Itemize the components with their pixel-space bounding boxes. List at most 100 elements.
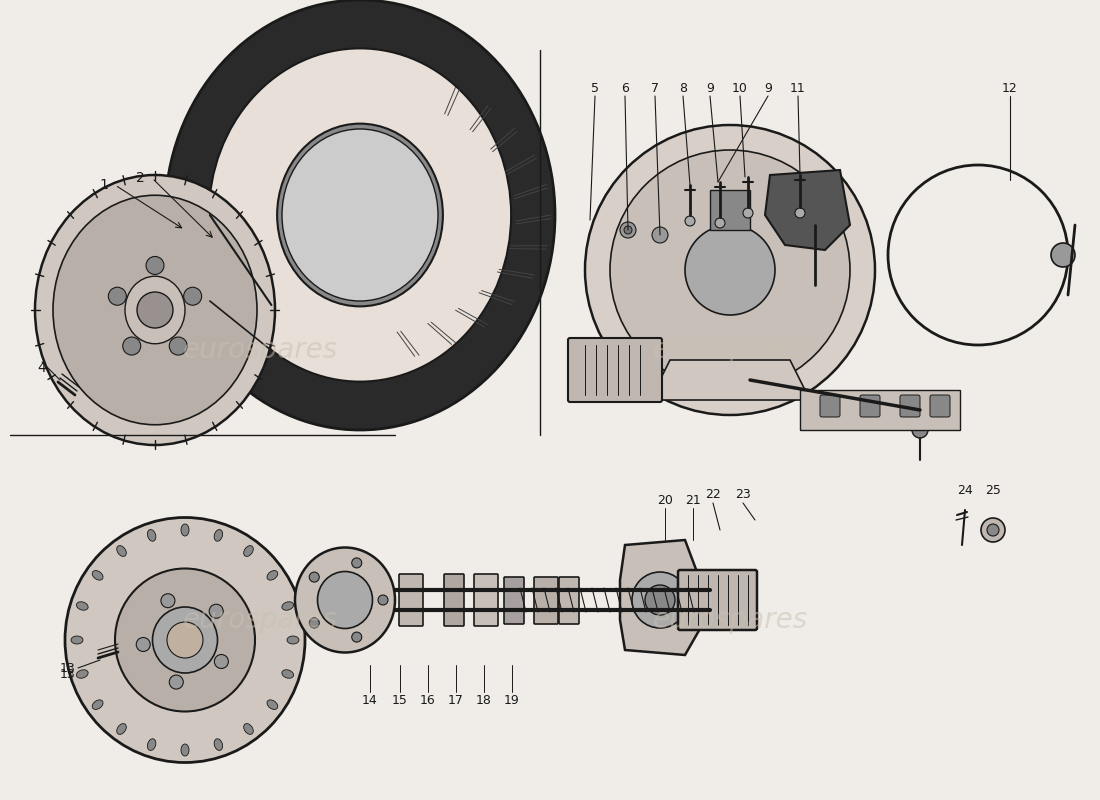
Text: 2: 2 (136, 171, 145, 185)
Text: 16: 16 (420, 694, 436, 706)
Circle shape (652, 227, 668, 243)
Ellipse shape (165, 0, 556, 430)
Circle shape (138, 292, 173, 328)
FancyBboxPatch shape (678, 570, 757, 630)
Ellipse shape (116, 569, 255, 711)
Circle shape (378, 595, 388, 605)
Polygon shape (620, 540, 705, 655)
Circle shape (685, 216, 695, 226)
Ellipse shape (53, 195, 257, 425)
Ellipse shape (125, 276, 185, 344)
Text: 14: 14 (362, 694, 378, 706)
Circle shape (742, 208, 754, 218)
Ellipse shape (244, 546, 253, 557)
Text: eurospares: eurospares (652, 336, 807, 364)
Text: 18: 18 (476, 694, 492, 706)
Ellipse shape (76, 602, 88, 610)
FancyBboxPatch shape (534, 577, 558, 624)
FancyBboxPatch shape (860, 395, 880, 417)
Text: 4: 4 (37, 361, 46, 375)
Circle shape (685, 225, 775, 315)
Ellipse shape (92, 570, 103, 580)
Text: 24: 24 (957, 483, 972, 497)
Ellipse shape (65, 518, 305, 762)
Circle shape (169, 675, 184, 689)
Circle shape (981, 518, 1005, 542)
Circle shape (610, 150, 850, 390)
Text: 11: 11 (790, 82, 806, 94)
Circle shape (987, 524, 999, 536)
Ellipse shape (282, 670, 294, 678)
Ellipse shape (282, 602, 294, 610)
Circle shape (645, 585, 675, 615)
Text: 10: 10 (733, 82, 748, 94)
FancyBboxPatch shape (444, 574, 464, 626)
Text: 6: 6 (621, 82, 629, 94)
Text: eurospares: eurospares (183, 606, 338, 634)
Circle shape (209, 604, 223, 618)
Circle shape (585, 125, 874, 415)
Ellipse shape (267, 570, 278, 580)
Circle shape (905, 395, 935, 425)
Circle shape (912, 422, 928, 438)
FancyBboxPatch shape (820, 395, 840, 417)
Text: 7: 7 (651, 82, 659, 94)
Text: 13: 13 (60, 669, 76, 682)
Text: 20: 20 (657, 494, 673, 506)
Text: 23: 23 (735, 489, 751, 502)
Text: 1: 1 (99, 178, 108, 192)
Polygon shape (650, 360, 810, 400)
Ellipse shape (267, 700, 278, 710)
Ellipse shape (35, 175, 275, 445)
Ellipse shape (147, 738, 156, 750)
Ellipse shape (76, 670, 88, 678)
Circle shape (214, 654, 229, 669)
Ellipse shape (72, 636, 82, 644)
Ellipse shape (277, 124, 443, 306)
Text: 5: 5 (591, 82, 600, 94)
FancyBboxPatch shape (399, 574, 424, 626)
Ellipse shape (244, 723, 253, 734)
Circle shape (1050, 243, 1075, 267)
Text: 15: 15 (392, 694, 408, 706)
Ellipse shape (214, 530, 222, 542)
Ellipse shape (153, 607, 218, 673)
Ellipse shape (117, 723, 126, 734)
FancyBboxPatch shape (504, 577, 524, 624)
Ellipse shape (92, 700, 103, 710)
Circle shape (620, 222, 636, 238)
Ellipse shape (282, 129, 438, 301)
Circle shape (715, 218, 725, 228)
Text: 9: 9 (764, 82, 772, 94)
FancyBboxPatch shape (900, 395, 920, 417)
Ellipse shape (214, 738, 222, 750)
Text: 25: 25 (986, 483, 1001, 497)
FancyBboxPatch shape (568, 338, 662, 402)
Ellipse shape (117, 546, 126, 557)
Circle shape (136, 638, 151, 651)
Text: 22: 22 (705, 489, 720, 502)
Text: 12: 12 (1002, 82, 1018, 94)
Circle shape (624, 226, 632, 234)
Ellipse shape (182, 744, 189, 756)
Text: 17: 17 (448, 694, 464, 706)
FancyBboxPatch shape (474, 574, 498, 626)
Ellipse shape (318, 571, 373, 629)
Circle shape (108, 287, 126, 306)
Polygon shape (764, 170, 850, 250)
Text: 21: 21 (685, 494, 701, 506)
Circle shape (184, 287, 201, 306)
Text: 13: 13 (60, 662, 76, 674)
Text: 19: 19 (504, 694, 520, 706)
FancyBboxPatch shape (930, 395, 950, 417)
Polygon shape (710, 190, 750, 230)
Text: eurospares: eurospares (652, 606, 807, 634)
Circle shape (309, 618, 319, 628)
Circle shape (632, 572, 688, 628)
Circle shape (161, 594, 175, 608)
Ellipse shape (147, 530, 156, 542)
Text: eurospares: eurospares (183, 336, 338, 364)
Ellipse shape (287, 636, 299, 644)
Text: 8: 8 (679, 82, 688, 94)
Ellipse shape (182, 524, 189, 536)
